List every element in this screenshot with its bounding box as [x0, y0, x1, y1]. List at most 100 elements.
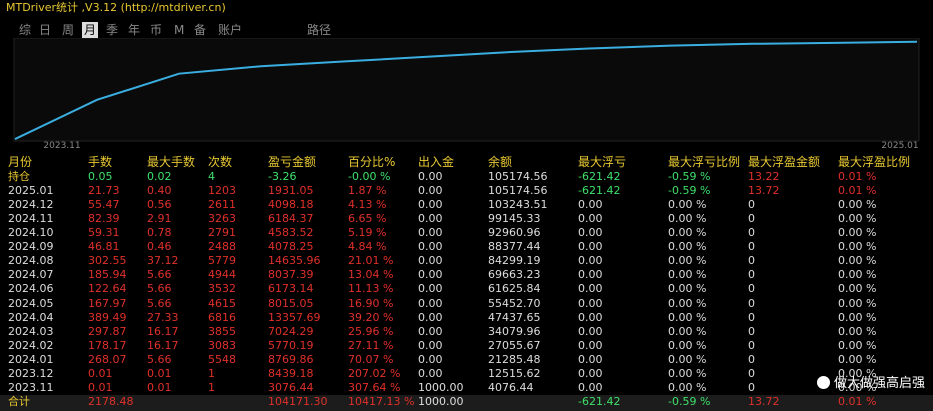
cell: 0.00 %	[668, 338, 707, 352]
tab[interactable]: 账户	[218, 23, 243, 37]
cell: 1000.00	[418, 394, 464, 408]
cell: 0.00	[578, 310, 603, 324]
cell: 0.00	[418, 198, 443, 212]
tab[interactable]: 路径	[307, 23, 332, 37]
cell: 0.00 %	[838, 296, 877, 310]
cell: 13.72	[748, 184, 780, 198]
cell: 88377.44	[488, 240, 541, 254]
cell: 0.00	[418, 254, 443, 268]
cell: 2024.10	[8, 226, 54, 240]
cell: 2024.06	[8, 282, 54, 296]
cell: 207.02 %	[348, 366, 401, 380]
cell: 5.66	[147, 282, 172, 296]
cell: 185.94	[88, 268, 127, 282]
cell: -0.59 %	[668, 184, 711, 198]
cell: 55.47	[88, 198, 120, 212]
cell: 13.04 %	[348, 268, 394, 282]
cell: 0.00 %	[838, 198, 877, 212]
cell: 5548	[208, 352, 236, 366]
cell: 2791	[208, 226, 236, 240]
column-header: 最大浮盈金额	[748, 155, 821, 169]
cell: 0	[748, 338, 755, 352]
cell: 4.84 %	[348, 240, 387, 254]
cell: 0.01	[147, 366, 172, 380]
cell: 268.07	[88, 352, 127, 366]
cell: 0.00	[578, 296, 603, 310]
cell: 84299.19	[488, 254, 541, 268]
cell: 6816	[208, 310, 236, 324]
cell: 2488	[208, 240, 236, 254]
cell: 104171.30	[268, 394, 328, 408]
cell: 0.00 %	[668, 268, 707, 282]
cell: 10417.13 %	[348, 394, 415, 408]
column-header: 次数	[208, 155, 233, 169]
cell: 1000.00	[418, 380, 464, 394]
cell: 16.17	[147, 338, 179, 352]
title: MTDriver统计 ,V3.12 (http://mtdriver.cn)	[6, 1, 226, 14]
cell: -0.00 %	[348, 170, 391, 183]
cell: 0.00	[578, 240, 603, 254]
cell: 0.00	[578, 380, 603, 394]
cell: 0.00 %	[668, 296, 707, 310]
cell: 0.00	[418, 296, 443, 310]
tab[interactable]: 备	[194, 23, 207, 37]
cell: 4615	[208, 296, 236, 310]
tab[interactable]: 季	[106, 23, 119, 37]
cell: -621.42	[578, 184, 621, 198]
tab[interactable]: 周	[62, 23, 75, 37]
cell: 16.17	[147, 324, 179, 338]
column-header: 盈亏金额	[268, 155, 317, 169]
cell: 1	[208, 366, 215, 380]
cell: 27.11 %	[348, 338, 394, 352]
cell: 0.00	[578, 226, 603, 240]
cell: 0.00	[578, 338, 603, 352]
cell: 0	[748, 226, 755, 240]
cell: 0.00	[578, 212, 603, 226]
column-header: 月份	[8, 155, 33, 169]
tab[interactable]: M	[174, 23, 185, 37]
cell: 0.56	[147, 198, 172, 212]
tab[interactable]: 年	[128, 23, 141, 37]
cell: 27.33	[147, 310, 179, 324]
cell: 3532	[208, 282, 236, 296]
cell: 0.01	[88, 380, 113, 394]
cell: 0.00 %	[668, 198, 707, 212]
cell: 持仓	[8, 170, 30, 183]
cell: 0.00	[578, 282, 603, 296]
cell: 4.13 %	[348, 198, 387, 212]
cell: -3.26	[268, 170, 297, 183]
cell: 2024.08	[8, 254, 54, 268]
cell: 5770.19	[268, 338, 314, 352]
cell: 0.40	[147, 184, 172, 198]
cell: 2024.12	[8, 198, 54, 212]
cell: 0.00 %	[838, 282, 877, 296]
watermark-text: 做大做强高启强	[833, 376, 925, 391]
cell: 0.00	[418, 184, 443, 198]
cell: 8037.39	[268, 268, 314, 282]
cell: 34079.96	[488, 324, 541, 338]
cell: 0.00 %	[838, 212, 877, 226]
cell: 0.46	[147, 240, 172, 254]
cell: 5779	[208, 254, 236, 268]
cell: 0.00 %	[838, 324, 877, 338]
tab[interactable]: 月	[82, 22, 99, 38]
column-header: 手数	[88, 155, 113, 169]
cell: 8015.05	[268, 296, 314, 310]
cell: 2025.01	[8, 184, 54, 198]
cell: 0.00	[418, 366, 443, 380]
cell: 13.22	[748, 170, 780, 183]
tab[interactable]: 综	[19, 23, 32, 37]
cell: 0.00	[418, 268, 443, 282]
cell: 21.73	[88, 184, 120, 198]
cell: 99145.33	[488, 212, 541, 226]
cell: 0.00 %	[668, 282, 707, 296]
tab[interactable]: 币	[150, 23, 163, 37]
tab[interactable]: 日	[39, 23, 52, 37]
cell: 0.00 %	[668, 366, 707, 380]
cell: 14635.96	[268, 254, 321, 268]
column-header: 最大浮亏	[578, 155, 627, 169]
cell: 6.65 %	[348, 212, 387, 226]
cell: 21285.48	[488, 352, 541, 366]
cell: 0	[748, 296, 755, 310]
chart-area	[13, 38, 920, 142]
